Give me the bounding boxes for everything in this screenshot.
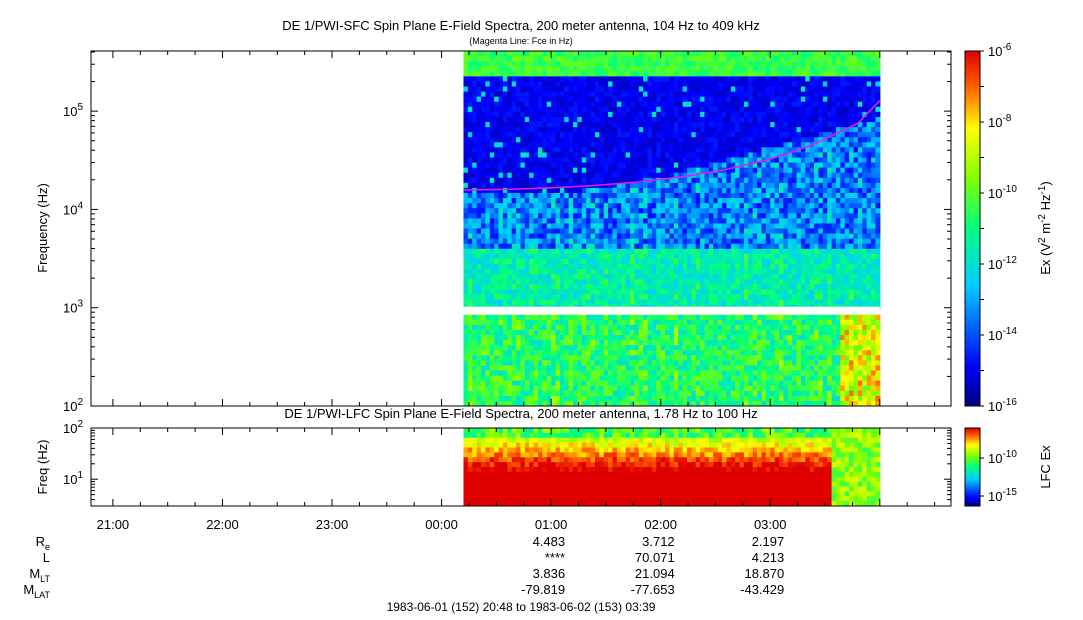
- sfc-colorbar-tick-label: 10-16: [988, 397, 1017, 414]
- ephemeris-value: 4.213: [752, 550, 785, 565]
- ephemeris-value: -79.819: [521, 582, 565, 597]
- sfc-spectrogram: [463, 51, 881, 406]
- time-axis: 21:00 22:00 23:00 00:00 01:00 02:00 03:00: [97, 51, 936, 532]
- ephemeris-value: 2.197: [752, 534, 785, 549]
- sfc-colorbar-tick-label: 10-12: [988, 255, 1017, 272]
- time-tick-label: 21:00: [97, 517, 130, 532]
- sfc-colorbar-tick-label: 10-8: [988, 113, 1012, 130]
- lfc-colorbar-ticks: 10-10 10-15: [980, 449, 1017, 504]
- sfc-colorbar-tick-label: 10-6: [988, 42, 1012, 59]
- ephemeris-row-label: L: [43, 550, 50, 565]
- bottom-y-ticks: 101 102: [63, 419, 951, 507]
- bottom-plot-frame: [90, 427, 952, 507]
- top-panel-title: DE 1/PWI-SFC Spin Plane E-Field Spectra,…: [282, 18, 760, 33]
- bottom-y-tick-label: 102: [63, 419, 83, 436]
- ephemeris-value: -77.653: [631, 582, 675, 597]
- top-y-tick-label: 105: [63, 102, 83, 119]
- time-tick-label: 00:00: [425, 517, 458, 532]
- top-y-tick-label: 103: [63, 299, 83, 316]
- fce-line: [463, 100, 881, 191]
- ephemeris-value: 3.836: [533, 566, 566, 581]
- lfc-colorbar: [965, 428, 980, 506]
- ephemeris-value: ****: [545, 550, 565, 565]
- ephemeris-value: 3.712: [642, 534, 675, 549]
- lfc-colorbar-tick-label: 10-15: [988, 487, 1017, 504]
- lfc-colorbar-label: LFC Ex: [1038, 445, 1053, 489]
- sfc-colorbar-tick-label: 10-14: [988, 326, 1017, 343]
- time-tick-label: 23:00: [316, 517, 349, 532]
- time-tick-label: 03:00: [754, 517, 787, 532]
- time-tick-label: 01:00: [535, 517, 568, 532]
- sfc-colorbar-tick-label: 10-10: [988, 184, 1017, 201]
- bottom-y-axis-label: Freq (Hz): [35, 440, 50, 495]
- lfc-colorbar-frame: [964, 427, 981, 507]
- time-range-footer: 1983-06-01 (152) 20:48 to 1983-06-02 (15…: [387, 600, 656, 614]
- sfc-colorbar: [965, 51, 980, 406]
- time-tick-label: 02:00: [644, 517, 677, 532]
- ephemeris-value: 18.870: [744, 566, 784, 581]
- top-y-axis-label: Frequency (Hz): [35, 183, 50, 273]
- ephemeris-value: 70.071: [635, 550, 675, 565]
- sfc-colorbar-label: Ex (V2 m-2 Hz-1): [1037, 181, 1053, 274]
- top-y-tick-label: 104: [63, 200, 83, 217]
- ephemeris-row-label: Re: [36, 534, 50, 552]
- ephemeris-value: -43.429: [740, 582, 784, 597]
- top-panel-subtitle: (Magenta Line: Fce in Hz): [469, 36, 573, 46]
- lfc-colorbar-tick-label: 10-10: [988, 449, 1017, 466]
- time-tick-label: 22:00: [206, 517, 239, 532]
- ephemeris-row-label: MLAT: [23, 582, 50, 600]
- top-plot-frame: [90, 50, 952, 407]
- top-y-tick-label: 102: [63, 397, 83, 414]
- top-y-ticks: 102 103 104 105: [63, 51, 951, 414]
- ephemeris-value: 4.483: [533, 534, 566, 549]
- ephemeris-table: Re 4.483 3.712 2.197 L **** 70.071 4.213 MLT 3.83…: [23, 534, 784, 600]
- ephemeris-row-label: MLT: [29, 566, 50, 584]
- lfc-spectrogram: [463, 428, 881, 506]
- sfc-colorbar-ticks: 10-6 10-8 10-10 10-12 10-14 10-16: [980, 42, 1017, 414]
- ephemeris-value: 21.094: [635, 566, 675, 581]
- bottom-y-tick-label: 101: [63, 470, 83, 487]
- bottom-panel-title: DE 1/PWI-LFC Spin Plane E-Field Spectra,…: [284, 406, 757, 421]
